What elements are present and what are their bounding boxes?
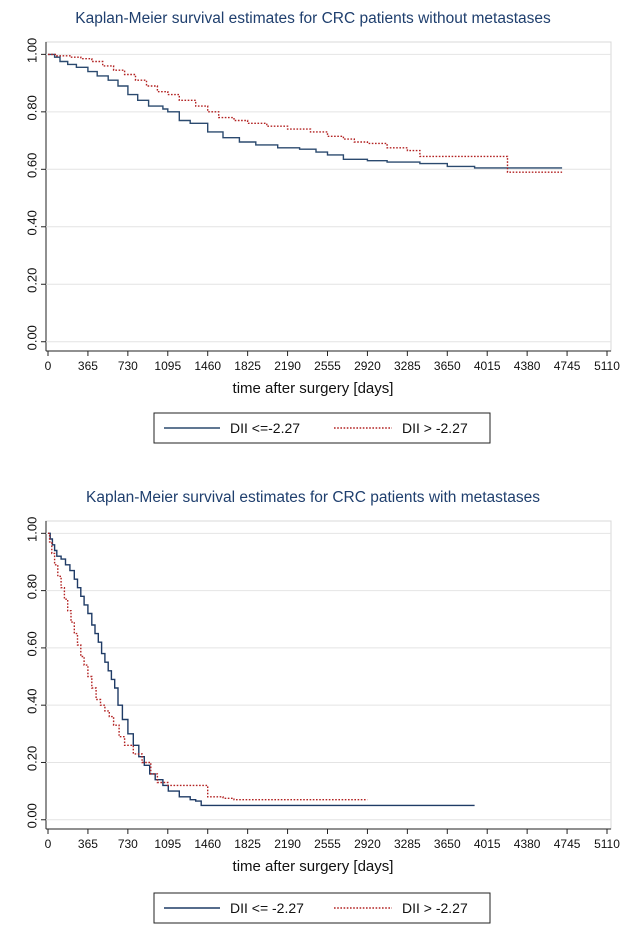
- legend-label-1: DII <=-2.27: [230, 420, 300, 436]
- chart-without-metastases: Kaplan-Meier survival estimates for CRC …: [24, 10, 620, 444]
- chart-with-metastases: Kaplan-Meier survival estimates for CRC …: [24, 489, 620, 924]
- x-tick-label: 3285: [394, 837, 421, 851]
- x-tick-label: 4380: [514, 837, 541, 851]
- series-line-2: [48, 53, 563, 173]
- y-tick-label: 1.00: [24, 517, 39, 542]
- legend: DII <=-2.27 DII > -2.27: [153, 412, 491, 444]
- chart-title: Kaplan-Meier survival estimates for CRC …: [75, 10, 551, 27]
- x-tick-label: 1095: [154, 837, 181, 851]
- y-tick-label: 0.00: [24, 803, 39, 828]
- legend-label-1: DII <= -2.27: [230, 900, 304, 916]
- x-tick-label: 1095: [154, 359, 181, 373]
- series-line-1: [48, 53, 563, 169]
- y-tick-label: 0.60: [24, 631, 39, 656]
- chart-title: Kaplan-Meier survival estimates for CRC …: [86, 489, 540, 506]
- y-tick-label: 0.20: [24, 268, 39, 293]
- x-tick-label: 2555: [314, 359, 341, 373]
- legend-label-2: DII > -2.27: [402, 900, 468, 916]
- x-tick-label: 3650: [434, 837, 461, 851]
- x-tick-label: 2920: [354, 837, 381, 851]
- y-tick-label: 0.20: [24, 746, 39, 771]
- x-tick-label: 365: [78, 837, 98, 851]
- x-tick-label: 4745: [554, 837, 581, 851]
- x-tick-label: 1460: [194, 837, 221, 851]
- x-tick-label: 2190: [274, 359, 301, 373]
- x-tick-label: 1460: [194, 359, 221, 373]
- x-tick-label: 0: [45, 359, 52, 373]
- y-tick-label: 1.00: [24, 38, 39, 63]
- x-tick-label: 2190: [274, 837, 301, 851]
- x-tick-label: 1825: [234, 837, 261, 851]
- x-tick-label: 4380: [514, 359, 541, 373]
- x-tick-label: 3650: [434, 359, 461, 373]
- series-line-1: [48, 532, 475, 807]
- plot-frame: [45, 41, 612, 352]
- series-line-2: [48, 532, 368, 801]
- x-tick-label: 1825: [234, 359, 261, 373]
- x-tick-label: 730: [118, 359, 138, 373]
- x-tick-label: 3285: [394, 359, 421, 373]
- x-tick-label: 730: [118, 837, 138, 851]
- x-axis-label: time after surgery [days]: [233, 380, 394, 397]
- x-tick-label: 365: [78, 359, 98, 373]
- plot-frame: [45, 520, 612, 830]
- x-tick-label: 5110: [594, 837, 620, 851]
- x-tick-label: 5110: [594, 359, 620, 373]
- y-tick-label: 0.60: [24, 153, 39, 178]
- y-tick-label: 0.80: [24, 95, 39, 120]
- y-tick-label: 0.00: [24, 325, 39, 350]
- x-tick-label: 4745: [554, 359, 581, 373]
- y-tick-label: 0.80: [24, 574, 39, 599]
- x-axis-label: time after surgery [days]: [233, 858, 394, 875]
- x-tick-label: 2555: [314, 837, 341, 851]
- legend: DII <= -2.27 DII > -2.27: [153, 892, 491, 924]
- x-tick-label: 2920: [354, 359, 381, 373]
- x-tick-label: 0: [45, 837, 52, 851]
- y-tick-label: 0.40: [24, 689, 39, 714]
- y-tick-label: 0.40: [24, 210, 39, 235]
- x-tick-label: 4015: [474, 837, 501, 851]
- legend-label-2: DII > -2.27: [402, 420, 468, 436]
- x-tick-label: 4015: [474, 359, 501, 373]
